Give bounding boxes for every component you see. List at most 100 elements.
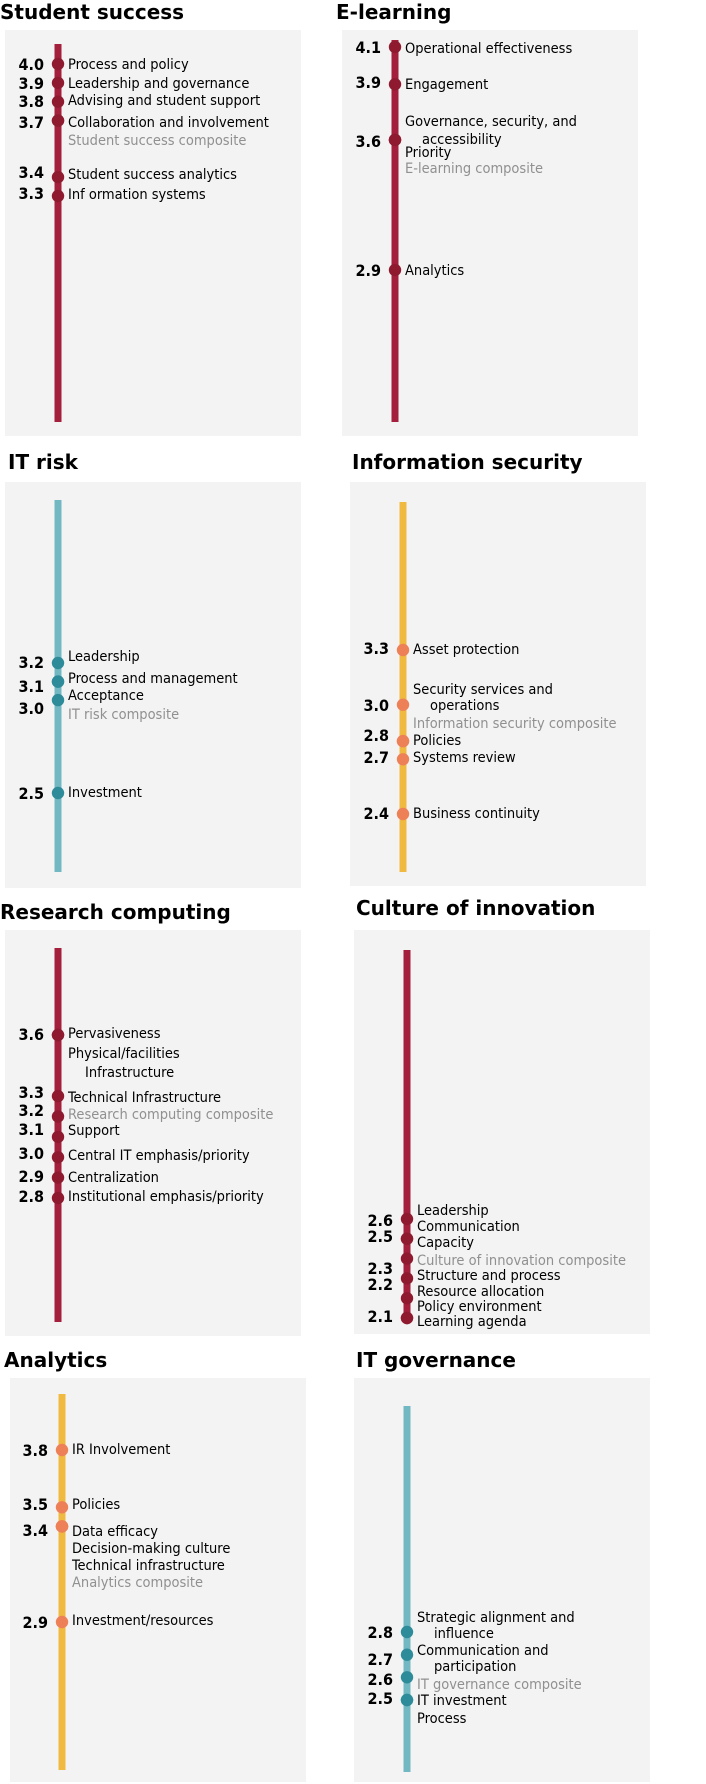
- data-point: [51, 1130, 65, 1144]
- point-label: Policies: [413, 733, 461, 749]
- data-point: [400, 1232, 414, 1246]
- value-label: 3.9: [356, 73, 382, 92]
- point-label: Physical/facilities: [68, 1046, 180, 1062]
- value-label: 2.7: [368, 1650, 394, 1669]
- point-label: Leadership: [417, 1203, 489, 1219]
- point-label: Capacity: [417, 1235, 474, 1251]
- value-label: 2.5: [368, 1689, 394, 1708]
- data-point: [400, 1625, 414, 1639]
- point-label: Asset protection: [413, 642, 519, 658]
- point-label: Engagement: [405, 77, 488, 93]
- data-point: [51, 1089, 65, 1103]
- value-label: 2.8: [19, 1187, 45, 1206]
- analytics-title: Analytics: [4, 1348, 108, 1372]
- data-point: [51, 1110, 65, 1123]
- value-label: 2.6: [368, 1211, 394, 1230]
- data-point: [51, 1028, 65, 1042]
- point-label: Systems review: [413, 750, 516, 766]
- information-security-title: Information security: [352, 450, 583, 474]
- point-label: Policy environment: [417, 1299, 542, 1315]
- composite-label: E-learning composite: [405, 161, 543, 177]
- data-point: [388, 133, 402, 147]
- value-label: 3.0: [19, 1144, 45, 1163]
- value-label: 3.2: [19, 1101, 45, 1120]
- data-point: [51, 1151, 65, 1164]
- value-label: 3.6: [19, 1025, 45, 1044]
- point-label: Process: [417, 1711, 467, 1727]
- data-point: [55, 1615, 69, 1629]
- point-label: Process and policy: [68, 57, 189, 73]
- data-point: [51, 1191, 65, 1205]
- point-label: Inf ormation systems: [68, 187, 206, 203]
- point-label-continued: Infrastructure: [85, 1065, 174, 1081]
- it-governance-panel: [354, 1378, 650, 1782]
- point-label: Collaboration and involvement: [68, 115, 269, 131]
- composite-label: Culture of innovation composite: [417, 1253, 626, 1269]
- value-label: 2.5: [368, 1227, 394, 1246]
- data-point: [400, 1272, 414, 1285]
- value-label: 2.2: [368, 1275, 394, 1294]
- value-label: 2.1: [368, 1307, 394, 1326]
- data-point: [51, 1171, 65, 1184]
- value-label: 3.3: [19, 1083, 45, 1102]
- point-label: Leadership: [68, 649, 140, 665]
- data-point: [396, 734, 410, 748]
- point-label: Student success analytics: [68, 167, 237, 183]
- value-label: 3.5: [23, 1495, 49, 1514]
- data-point: [388, 78, 402, 91]
- point-label: Leadership and governance: [68, 76, 249, 92]
- value-label: 2.7: [364, 748, 390, 767]
- value-label: 2.8: [368, 1623, 394, 1642]
- data-point: [400, 1648, 414, 1661]
- e-learning-title: E-learning: [336, 0, 452, 24]
- value-label: 4.1: [356, 38, 382, 57]
- point-label: Communication and: [417, 1643, 549, 1659]
- data-point: [400, 1671, 414, 1684]
- data-point: [51, 786, 65, 800]
- point-label: Priority: [405, 145, 452, 161]
- point-label: Pervasiveness: [68, 1026, 161, 1042]
- value-label: 2.8: [364, 726, 390, 745]
- point-label: Centralization: [68, 1170, 159, 1186]
- point-label-continued: accessibility: [422, 132, 502, 148]
- culture-of-innovation-panel: [354, 930, 650, 1334]
- value-label: 3.8: [23, 1441, 49, 1460]
- data-point: [55, 1520, 69, 1533]
- point-label-continued: influence: [434, 1626, 494, 1642]
- value-label: 2.9: [356, 261, 382, 280]
- value-label: 2.4: [364, 804, 390, 823]
- data-point: [51, 114, 65, 127]
- data-point: [51, 95, 65, 108]
- data-point: [51, 693, 65, 707]
- data-point: [51, 675, 65, 688]
- data-point: [51, 189, 65, 203]
- point-label: Analytics: [405, 263, 464, 279]
- data-point: [396, 753, 410, 766]
- value-label: 2.5: [19, 784, 45, 803]
- point-label: Governance, security, and: [405, 114, 577, 130]
- it-governance-title: IT governance: [356, 1348, 516, 1372]
- point-label: Security services and: [413, 682, 553, 698]
- value-label: 3.6: [356, 132, 382, 151]
- value-label: 3.4: [23, 1521, 49, 1540]
- point-label: Investment: [68, 785, 142, 801]
- value-label: 2.9: [23, 1613, 49, 1632]
- point-label: Policies: [72, 1497, 120, 1513]
- point-label: Technical Infrastructure: [67, 1090, 221, 1106]
- point-label-continued: operations: [430, 698, 500, 714]
- value-label: 2.3: [368, 1259, 394, 1278]
- data-point: [400, 1292, 414, 1305]
- value-label: 3.1: [19, 1120, 45, 1139]
- data-point: [51, 170, 65, 184]
- point-label: Process and management: [68, 671, 238, 687]
- data-point: [388, 40, 402, 54]
- composite-label: IT governance composite: [417, 1677, 582, 1693]
- value-label: 3.3: [364, 639, 390, 658]
- composite-label: Student success composite: [68, 133, 246, 149]
- culture-of-innovation-title: Culture of innovation: [356, 896, 596, 920]
- value-label: 3.4: [19, 163, 45, 182]
- point-label: Data efficacy: [72, 1524, 158, 1540]
- point-label: Support: [68, 1123, 120, 1139]
- point-label: IT investment: [417, 1693, 507, 1709]
- point-label: Acceptance: [68, 688, 144, 704]
